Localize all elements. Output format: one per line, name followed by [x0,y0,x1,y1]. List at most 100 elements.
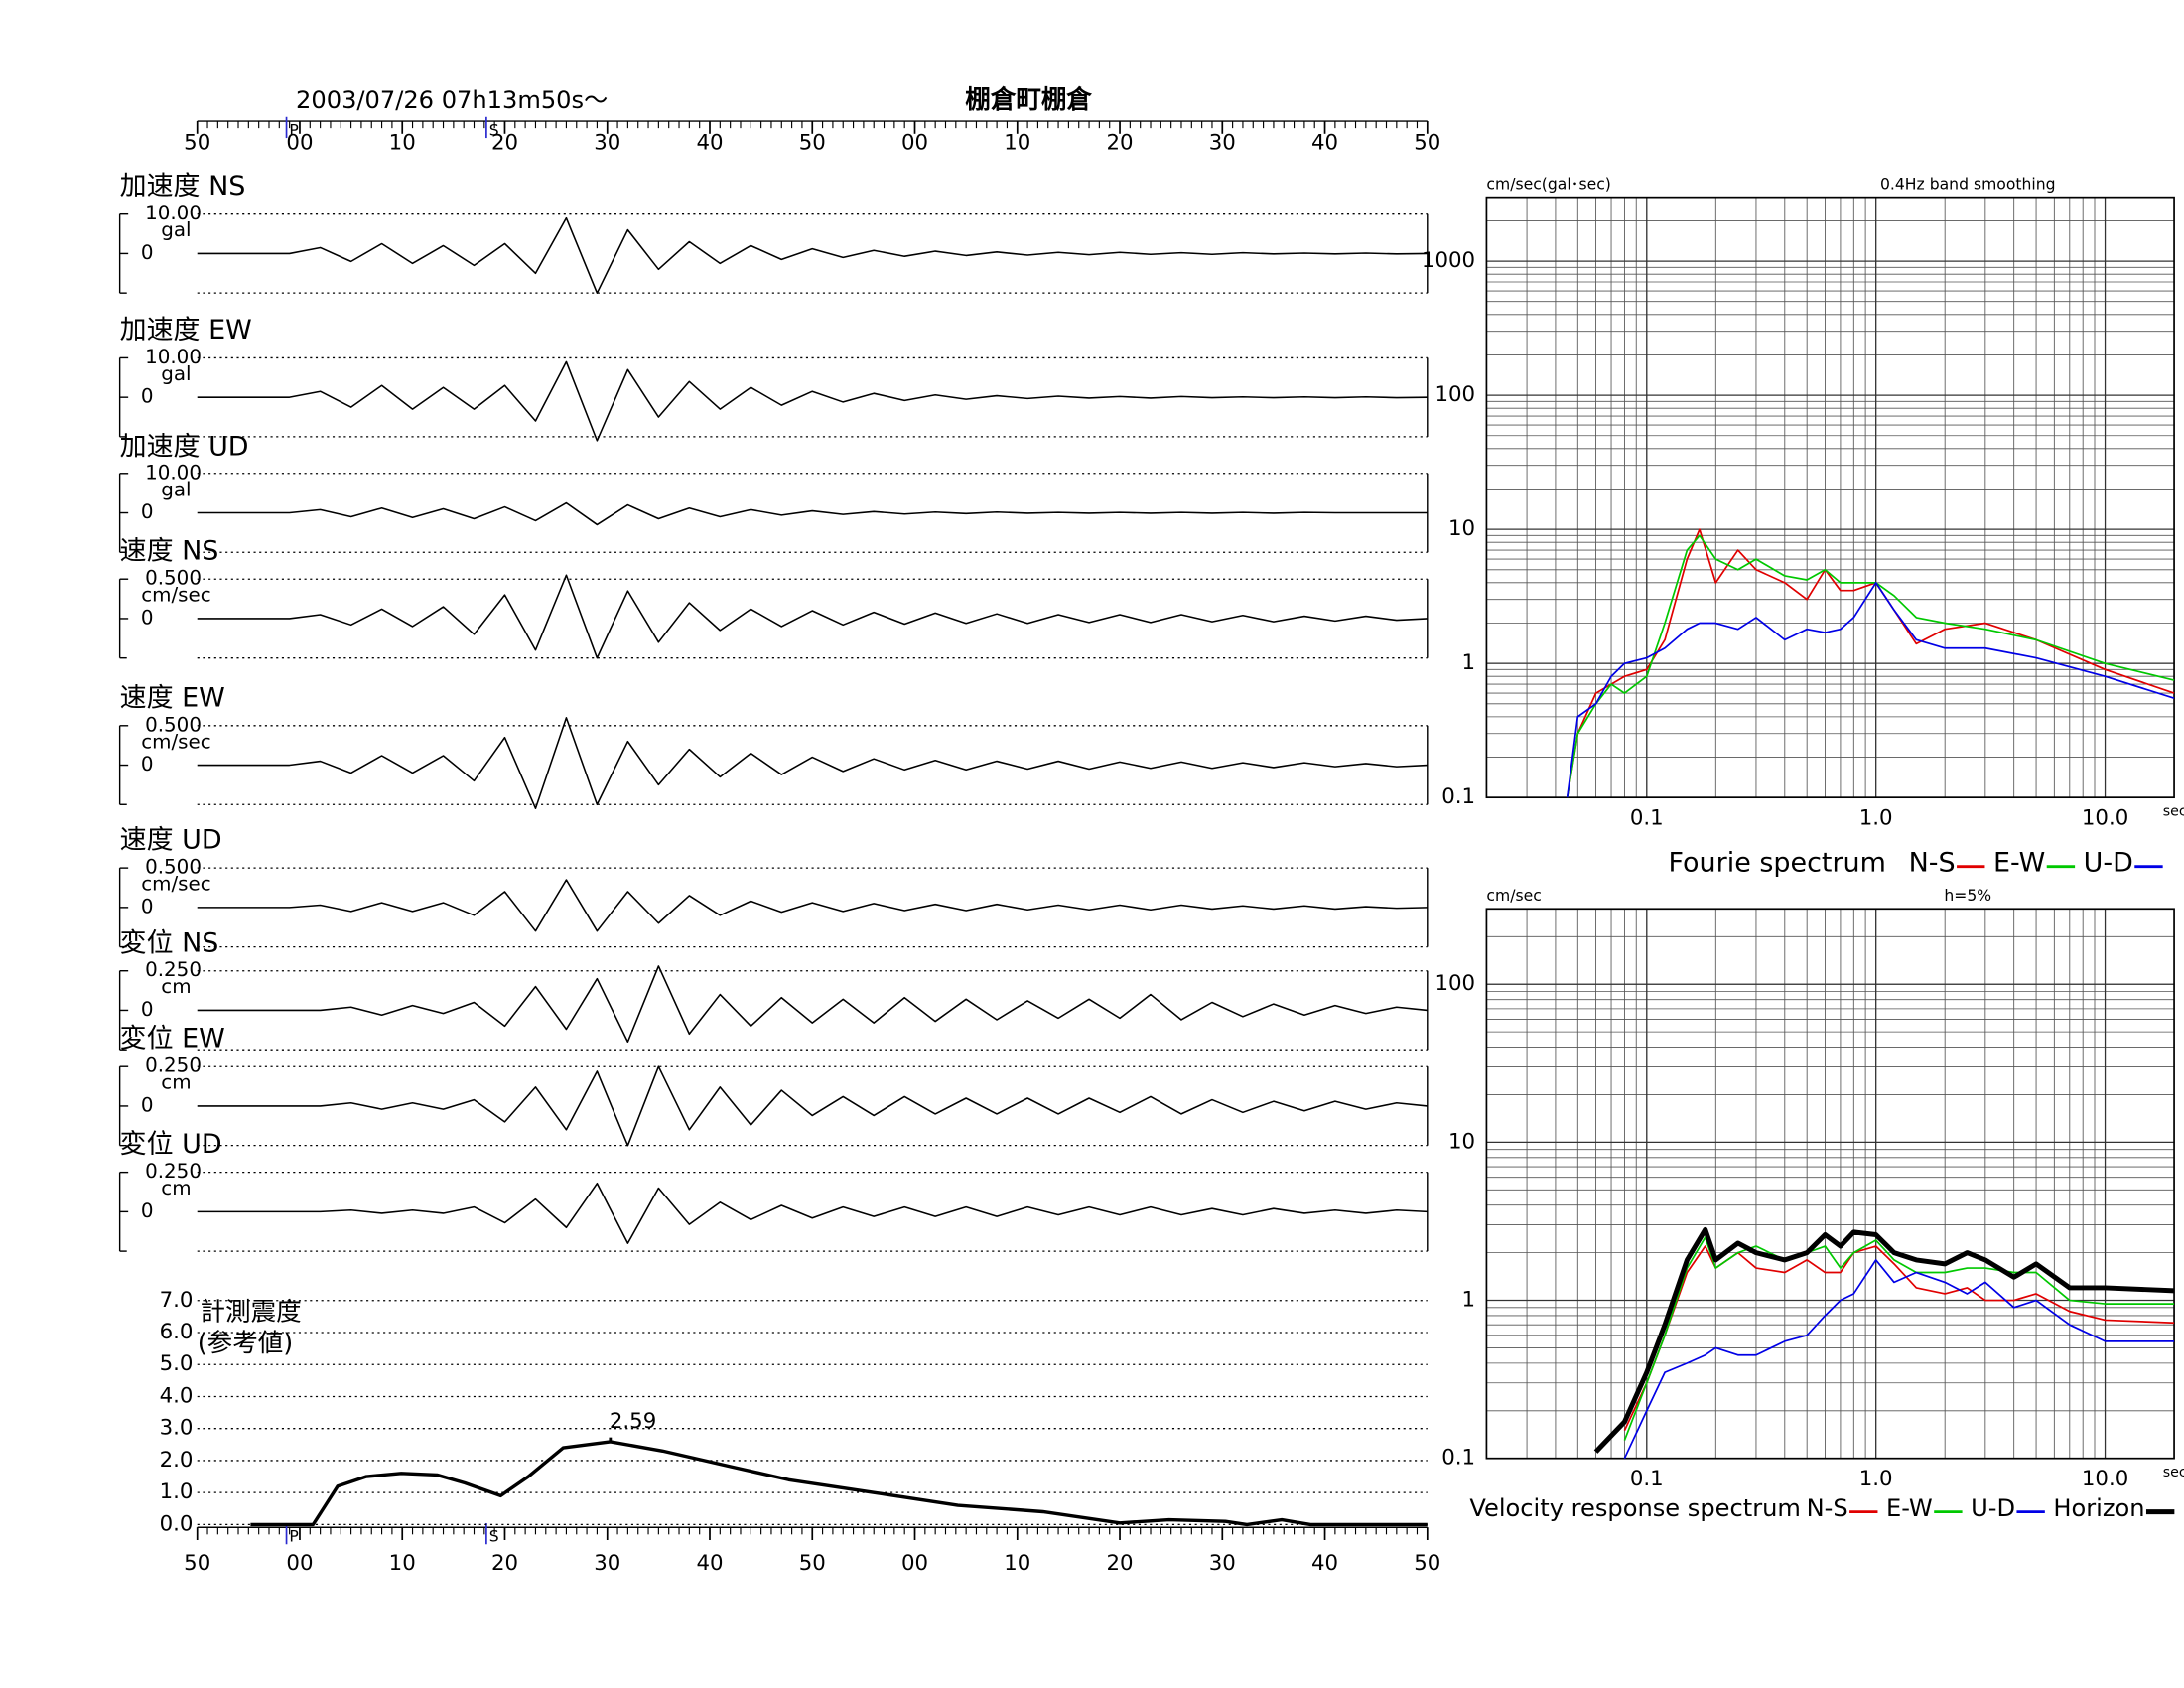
y-tick-label: 6.0 [160,1320,194,1344]
x-tick-label: 10 [389,131,416,156]
x-tick-label: 30 [1209,1551,1236,1576]
x-tick-label: 50 [1414,131,1440,156]
station-name: 棚倉町棚倉 [965,85,1092,115]
x-tick-label: 40 [1311,131,1338,156]
legend-label: U-D [1971,1494,2015,1522]
unit-label: gal [161,478,191,500]
trace-name: 加速度 EW [120,315,252,346]
x-tick-label: 0.1 [1630,805,1664,830]
y-tick-label: 0.250 [145,1160,202,1183]
trace-name: 速度 NS [120,536,219,567]
y-tick-label: 10 [1448,516,1475,541]
unit-label: gal [161,218,191,241]
y-tick-label: 0 [141,998,154,1021]
x-tick-label: 00 [901,1551,928,1576]
y-tick-label: 1000 [1422,248,1475,273]
spectrum-line [1623,1245,2175,1432]
spectrum-line [1566,528,2175,798]
x-tick-label: 50 [799,131,826,156]
trace-name: 加速度 NS [120,171,246,202]
intensity-line [250,1440,1428,1527]
x-tick-label: 0.1 [1630,1467,1664,1491]
x-tick-label: 40 [696,131,723,156]
chart-title: 2003/07/26 07h13m50s〜 [296,86,608,114]
x-unit-label: sec [2163,1465,2184,1480]
y-tick-label: 0.500 [145,856,202,879]
x-tick-label: 20 [1106,131,1133,156]
spectrum-line [1623,1259,2175,1460]
x-tick-label: 30 [594,131,620,156]
x-tick-label: 1.0 [1859,1467,1893,1491]
y-tick-label: 0.250 [145,1055,202,1077]
trace-name: 変位 EW [120,1024,225,1055]
x-tick-label: 50 [184,131,210,156]
y-tick-label: 0 [141,500,154,523]
unit-label: cm [161,1071,191,1094]
y-tick-label: 0.1 [1441,1446,1475,1471]
x-tick-label: 00 [286,1551,313,1576]
y-tick-label: 0 [141,1093,154,1116]
waveform-line [197,1065,1428,1147]
x-tick-label: 10.0 [2082,1467,2128,1491]
waveform-line [197,360,1428,442]
x-tick-label: 10.0 [2082,805,2128,830]
unit-label: gal [161,362,191,385]
x-tick-label: 30 [594,1551,620,1576]
legend-label: N-S [1909,847,1956,878]
y-tick-label: 7.0 [160,1288,194,1313]
x-tick-label: 20 [491,1551,518,1576]
unit-label: cm/sec [141,730,210,753]
spectrum-line [1566,534,2175,798]
trace-name: 変位 UD [120,1129,222,1160]
trace-name: 速度 UD [120,825,222,856]
legend-label: E-W [1993,847,2045,878]
unit-label: cm [161,975,191,998]
legend-label: E-W [1886,1494,1933,1522]
x-unit-label: sec [2163,803,2184,819]
y-tick-label: 10.00 [145,461,202,484]
y-tick-label: 0 [141,895,154,917]
waveform-line [197,879,1428,932]
x-tick-label: 50 [184,1551,210,1576]
x-tick-label: 20 [491,131,518,156]
peak-label: 2.59 [610,1409,656,1434]
waveform-line [197,965,1428,1044]
y-tick-label: 0.1 [1441,784,1475,809]
x-tick-label: 50 [799,1551,826,1576]
trace-name: 速度 EW [120,682,225,713]
y-tick-label: 0 [141,241,154,264]
y-tick-label: 1 [1462,650,1476,675]
plot-frame [1485,196,2175,799]
trace-name: 変位 NS [120,927,219,958]
phase-marker-label: P [289,1528,298,1546]
x-tick-label: 00 [286,131,313,156]
unit-label: cm/sec [141,584,210,607]
y-tick-label: 100 [1434,971,1475,996]
y-tick-label: 5.0 [160,1351,194,1376]
y-tick-label: 0 [141,1199,154,1222]
y-tick-label: 10.00 [145,346,202,368]
note: h=5% [1944,887,1991,905]
y-tick-label: 0 [141,385,154,408]
y-tick-label: 0.500 [145,567,202,590]
y-axis-label: 計測震度 [201,1298,302,1328]
waveform-line [197,1182,1428,1244]
spectrum-line [1566,582,2175,798]
y-tick-label: 1.0 [160,1479,194,1504]
x-tick-label: 40 [696,1551,723,1576]
x-tick-label: 50 [1414,1551,1440,1576]
y-tick-label: 0.250 [145,958,202,981]
unit-label: cm/sec [141,873,210,896]
phase-marker-label: S [489,121,499,139]
legend-label: Horizon [2053,1494,2144,1522]
chart-title: Velocity response spectrum [1469,1494,1801,1522]
y-tick-label: 1 [1462,1288,1476,1313]
x-tick-label: 10 [389,1551,416,1576]
plot-frame [1485,908,2175,1460]
x-tick-label: 40 [1311,1551,1338,1576]
y-tick-label: 4.0 [160,1383,194,1408]
legend-label: U-D [2084,847,2133,878]
y-tick-label: 0.0 [160,1511,194,1536]
waveform-line [197,574,1428,659]
